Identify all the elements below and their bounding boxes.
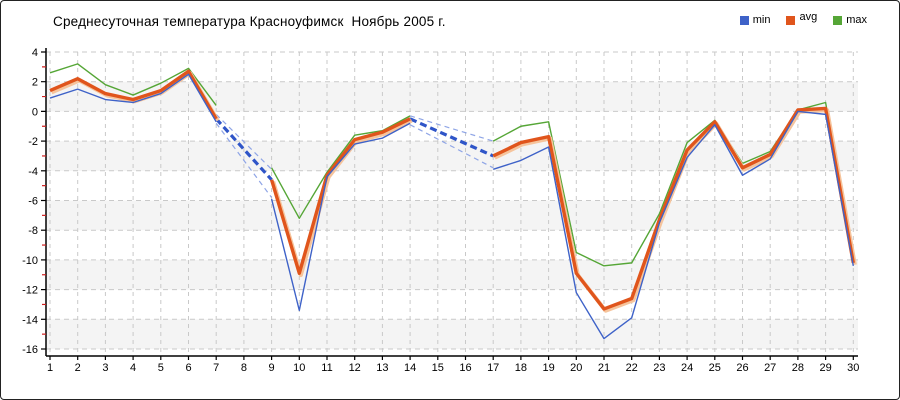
max-swatch-icon: [833, 15, 843, 25]
legend-item-max: max: [833, 14, 867, 26]
svg-text:2: 2: [32, 77, 38, 89]
avg-line: [269, 117, 411, 275]
svg-text:10: 10: [293, 362, 305, 374]
chart-title: Среднесуточная температура Красноуфимск …: [53, 14, 446, 29]
min-line: [270, 122, 411, 312]
svg-text:-14: -14: [22, 314, 38, 326]
svg-text:1: 1: [47, 362, 53, 374]
legend-item-min: min: [739, 14, 771, 26]
series-lines: [49, 63, 857, 340]
svg-text:9: 9: [269, 362, 275, 374]
svg-text:-2: -2: [28, 136, 38, 148]
svg-text:14: 14: [404, 362, 416, 374]
avg-line: [49, 69, 218, 120]
svg-text:30: 30: [847, 362, 859, 374]
svg-text:22: 22: [626, 362, 638, 374]
svg-text:2: 2: [75, 362, 81, 374]
svg-text:19: 19: [542, 362, 554, 374]
svg-text:-4: -4: [28, 166, 38, 178]
svg-text:-8: -8: [28, 225, 38, 237]
svg-text:28: 28: [792, 362, 804, 374]
svg-text:15: 15: [432, 362, 444, 374]
svg-text:-12: -12: [22, 285, 38, 297]
gap-dashed-lines: [215, 113, 494, 198]
svg-text:23: 23: [653, 362, 665, 374]
gridlines: [46, 51, 858, 356]
svg-text:-10: -10: [22, 255, 38, 267]
svg-text:4: 4: [130, 362, 136, 374]
legend-label-avg: avg: [799, 11, 818, 23]
svg-text:11: 11: [321, 362, 332, 374]
svg-text:17: 17: [487, 362, 499, 374]
svg-text:12: 12: [349, 362, 361, 374]
legend-label-min: min: [752, 14, 771, 26]
legend: min avg max: [739, 11, 867, 26]
svg-text:24: 24: [681, 362, 693, 374]
svg-text:-16: -16: [22, 344, 38, 356]
svg-text:4: 4: [32, 47, 38, 59]
svg-text:0: 0: [32, 106, 38, 118]
svg-text:7: 7: [213, 362, 219, 374]
min-line: [492, 110, 854, 340]
background-bands: [46, 81, 858, 349]
x-axis-labels: 1 2 3 4 5 6 7 8 9 10 11 12 13 14 15 16 17 18 19 20 21 22 23 24 2…: [47, 356, 859, 374]
svg-text:26: 26: [736, 362, 748, 374]
svg-text:27: 27: [764, 362, 776, 374]
svg-text:8: 8: [241, 362, 247, 374]
svg-text:-6: -6: [28, 196, 38, 208]
y-axis-labels: 4 2 0 -2 -4 -6 -8 -10 -12 -14 -16: [22, 47, 46, 356]
max-line: [49, 63, 217, 106]
min-line: [49, 73, 217, 123]
svg-text:21: 21: [598, 362, 610, 374]
min-swatch-icon: [739, 15, 749, 25]
legend-item-avg: avg: [786, 11, 818, 26]
avg-swatch-icon: [786, 15, 796, 25]
svg-text:6: 6: [185, 362, 191, 374]
svg-text:16: 16: [459, 362, 471, 374]
svg-text:18: 18: [515, 362, 527, 374]
svg-text:13: 13: [376, 362, 388, 374]
svg-text:25: 25: [709, 362, 721, 374]
svg-text:29: 29: [819, 362, 831, 374]
svg-text:5: 5: [158, 362, 164, 374]
avg-line: [492, 106, 855, 311]
svg-text:20: 20: [570, 362, 582, 374]
svg-text:3: 3: [102, 362, 108, 374]
legend-label-max: max: [846, 14, 867, 26]
